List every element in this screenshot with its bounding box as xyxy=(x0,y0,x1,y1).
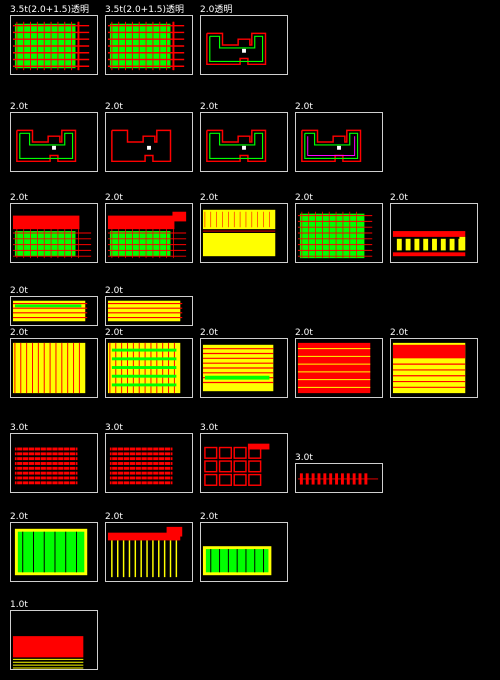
drawing-thumbnail[interactable] xyxy=(200,522,288,582)
drawing-thumbnail[interactable] xyxy=(10,203,98,263)
thumbnail-label: 2.0t xyxy=(10,328,28,338)
drawing-thumbnail[interactable] xyxy=(295,203,383,263)
drawing-thumbnail[interactable] xyxy=(200,112,288,172)
thumbnail-label: 2.0t xyxy=(295,193,313,203)
thumbnail-label: 2.0t xyxy=(10,512,28,522)
drawing-thumbnail[interactable] xyxy=(10,610,98,670)
thumbnail-label: 2.0t xyxy=(295,102,313,112)
thumbnail-label: 2.0t xyxy=(105,512,123,522)
thumbnail-label: 2.0透明 xyxy=(200,5,233,15)
drawing-thumbnail[interactable] xyxy=(10,522,98,582)
drawing-thumbnail[interactable] xyxy=(200,15,288,75)
drawing-thumbnail[interactable] xyxy=(200,203,288,263)
thumbnail-label: 2.0t xyxy=(200,328,218,338)
thumbnail-label: 3.0t xyxy=(10,423,28,433)
drawing-thumbnail[interactable] xyxy=(10,338,98,398)
thumbnail-label: 2.0t xyxy=(295,328,313,338)
thumbnail-label: 2.0t xyxy=(105,193,123,203)
thumbnail-label: 2.0t xyxy=(105,102,123,112)
drawing-thumbnail[interactable] xyxy=(10,296,98,326)
drawing-thumbnail[interactable] xyxy=(105,338,193,398)
drawing-thumbnail[interactable] xyxy=(295,112,383,172)
drawing-thumbnail[interactable] xyxy=(390,203,478,263)
thumbnail-label: 2.0t xyxy=(10,193,28,203)
thumbnail-label: 3.0t xyxy=(200,423,218,433)
drawing-thumbnail[interactable] xyxy=(105,522,193,582)
thumbnail-label: 2.0t xyxy=(200,512,218,522)
thumbnail-label: 2.0t xyxy=(200,193,218,203)
thumbnail-label: 2.0t xyxy=(10,102,28,112)
drawing-thumbnail[interactable] xyxy=(200,433,288,493)
drawing-thumbnail[interactable] xyxy=(105,112,193,172)
drawing-thumbnail[interactable] xyxy=(105,203,193,263)
thumbnail-label: 3.0t xyxy=(105,423,123,433)
thumbnail-label: 2.0t xyxy=(105,286,123,296)
thumbnail-label: 2.0t xyxy=(200,102,218,112)
thumbnail-label: 2.0t xyxy=(105,328,123,338)
thumbnail-label: 3.0t xyxy=(295,453,313,463)
thumbnail-label: 3.5t(2.0+1.5)透明 xyxy=(105,5,185,15)
drawing-thumbnail[interactable] xyxy=(295,338,383,398)
thumbnail-label: 2.0t xyxy=(390,328,408,338)
drawing-thumbnail[interactable] xyxy=(105,15,193,75)
drawing-thumbnail[interactable] xyxy=(105,296,193,326)
drawing-thumbnail[interactable] xyxy=(295,463,383,493)
thumbnail-label: 2.0t xyxy=(390,193,408,203)
thumbnail-label: 3.5t(2.0+1.5)透明 xyxy=(10,5,90,15)
drawing-thumbnail[interactable] xyxy=(10,15,98,75)
drawing-thumbnail[interactable] xyxy=(200,338,288,398)
drawing-thumbnail[interactable] xyxy=(10,112,98,172)
drawing-thumbnail[interactable] xyxy=(10,433,98,493)
thumbnail-label: 2.0t xyxy=(10,286,28,296)
thumbnail-label: 1.0t xyxy=(10,600,28,610)
drawing-thumbnail[interactable] xyxy=(390,338,478,398)
drawing-thumbnail[interactable] xyxy=(105,433,193,493)
